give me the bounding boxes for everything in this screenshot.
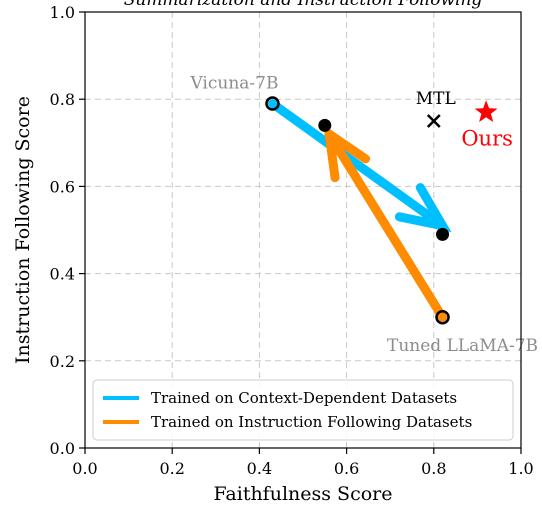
- x-tick-label: 0.4: [247, 459, 272, 478]
- arrow-head: [323, 124, 371, 183]
- point-mtl: [426, 114, 441, 128]
- x-tick-label: 0.8: [421, 459, 446, 478]
- legend-label: Trained on Context-Dependent Datasets: [151, 389, 457, 407]
- grid-lines: [85, 12, 521, 448]
- point-vicuna_ctx: [436, 227, 450, 241]
- point-label-vicuna: Vicuna-7B: [189, 74, 278, 94]
- point-llama_inst: [318, 118, 332, 132]
- arrow-trained-on-context-dependent-datasets: [267, 99, 452, 233]
- x-tick-label: 0.2: [159, 459, 184, 478]
- legend-label: Trained on Instruction Following Dataset…: [151, 413, 472, 431]
- plot-frame: [84, 11, 522, 449]
- y-axis-label: Instruction Following Score: [12, 96, 34, 364]
- x-tick-label: 0.6: [334, 459, 359, 478]
- arrow-shaft: [267, 99, 448, 231]
- point-ours: [474, 100, 498, 122]
- point-label-mtl: MTL: [416, 89, 456, 109]
- point-vicuna: [265, 96, 280, 111]
- y-tick-label: 1.0: [50, 3, 75, 22]
- arrow-trained-on-instruction-following-datasets: [323, 124, 448, 322]
- y-tick-label: 0.4: [50, 265, 75, 284]
- y-tick-label: 0.8: [50, 90, 75, 109]
- arrow-head: [394, 183, 452, 233]
- point-llama: [435, 309, 450, 325]
- chart-title: Summarization and Instruction Following: [124, 0, 483, 10]
- legend: Trained on Context-Dependent Datasets Tra…: [92, 379, 514, 441]
- legend-box: [92, 379, 514, 441]
- y-tick-label: 0.6: [50, 177, 75, 196]
- y-tick-label: 0.0: [50, 439, 75, 458]
- y-tick-label: 0.2: [50, 352, 75, 371]
- x-axis-label: Faithfulness Score: [214, 483, 393, 505]
- point-label-llama: Tuned LLaMA-7B: [387, 336, 538, 356]
- x-tick-label: 1.0: [508, 459, 533, 478]
- point-label-ours: Ours: [461, 126, 513, 150]
- x-tick-label: 0.0: [72, 459, 97, 478]
- arrow-shaft: [324, 129, 448, 322]
